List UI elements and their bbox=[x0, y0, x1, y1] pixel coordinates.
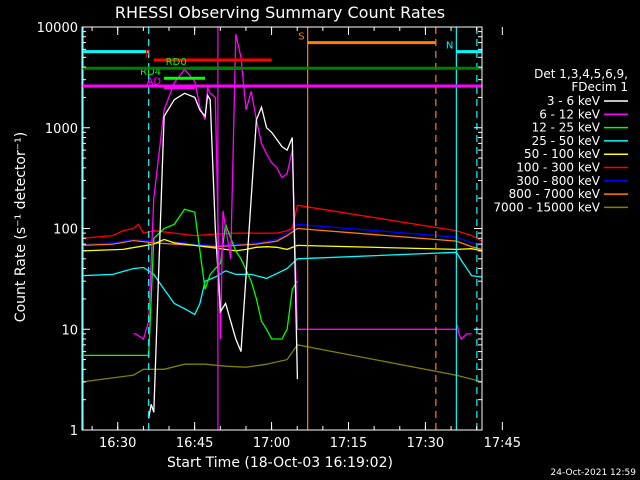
x-tick-label: 16:30 bbox=[99, 436, 136, 451]
series-line-800-7000-kev bbox=[82, 227, 482, 251]
y-tick-label: 1 bbox=[70, 424, 78, 439]
x-tick-label: 17:45 bbox=[484, 436, 521, 451]
flag-label-rd0: RD0 bbox=[166, 57, 187, 68]
x-tick-label: 17:00 bbox=[253, 436, 290, 451]
legend-label: 7000 - 15000 keV bbox=[493, 200, 600, 214]
legend-label: 50 - 100 keV bbox=[524, 147, 601, 161]
flag-label-ad: AD bbox=[147, 77, 162, 88]
render-timestamp: 24-Oct-2021 12:59 bbox=[551, 468, 637, 478]
legend-label: 3 - 6 keV bbox=[547, 94, 601, 108]
legend-label: 800 - 7000 keV bbox=[509, 187, 601, 201]
y-tick-label: 100 bbox=[53, 223, 78, 238]
y-tick-label: 1000 bbox=[45, 122, 78, 137]
legend-label: 300 - 800 keV bbox=[516, 174, 600, 188]
legend-label: 6 - 12 keV bbox=[539, 107, 601, 121]
legend-label: 25 - 50 keV bbox=[532, 134, 601, 148]
x-tick-label: 17:15 bbox=[330, 436, 367, 451]
series-line-7000-15000-kev bbox=[82, 344, 482, 383]
flag-label-f: F bbox=[145, 49, 151, 60]
y-tick-label: 10000 bbox=[37, 21, 78, 36]
series-line-3-6-kev bbox=[148, 92, 299, 419]
flag-label-rd4: RD4 bbox=[140, 67, 161, 78]
flag-label-n: N bbox=[446, 41, 453, 52]
legend-label: 12 - 25 keV bbox=[532, 121, 601, 135]
chart-title: RHESSI Observing Summary Count Rates bbox=[115, 3, 445, 22]
series-line-300-800-kev bbox=[82, 223, 482, 247]
x-tick-label: 17:30 bbox=[407, 436, 444, 451]
y-axis-label: Count Rate (s⁻¹ detector⁻¹) bbox=[13, 132, 29, 322]
flag-label-s: S bbox=[298, 32, 304, 43]
legend-header-line2: FDecim 1 bbox=[571, 80, 628, 94]
legend-header-line1: Det 1,3,4,5,6,9, bbox=[534, 67, 628, 81]
y-tick-label: 10 bbox=[61, 323, 78, 338]
legend-label: 100 - 300 keV bbox=[516, 161, 600, 175]
x-tick-label: 16:45 bbox=[176, 436, 213, 451]
x-axis-label: Start Time (18-Oct-03 16:19:02) bbox=[167, 455, 393, 471]
axes: 1 10 100 1000 10000 16:30 16:45 17:00 17:15 17:30… bbox=[37, 21, 521, 451]
